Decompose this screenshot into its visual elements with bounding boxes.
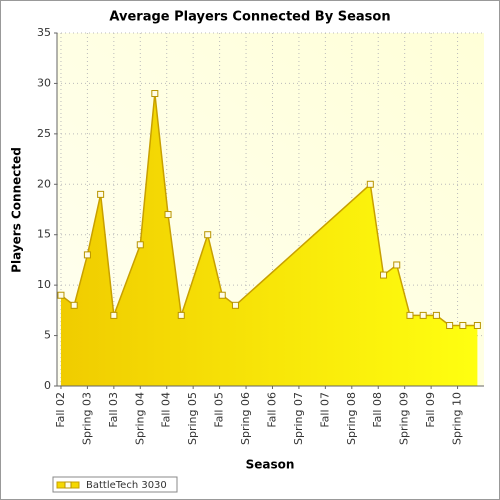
point	[432, 311, 440, 319]
y-tick-label: 35	[37, 26, 51, 39]
point	[151, 90, 159, 98]
legend-label: BattleTech 3030	[86, 480, 167, 491]
y-tick-label: 30	[37, 76, 51, 89]
point	[110, 311, 118, 319]
x-tick-label: Fall 06	[265, 392, 278, 428]
x-tick-label: Spring 07	[292, 392, 305, 445]
x-tick-label: Fall 05	[213, 392, 226, 428]
y-tick-label: 15	[37, 228, 51, 241]
point	[164, 211, 172, 219]
point	[366, 180, 374, 188]
point	[136, 241, 144, 249]
point	[419, 311, 427, 319]
y-tick-label: 0	[44, 379, 51, 392]
point	[406, 311, 414, 319]
area	[60, 93, 478, 386]
point	[393, 261, 401, 269]
x-tick-label: Spring 03	[80, 392, 93, 445]
point	[446, 321, 454, 329]
y-tick-label: 10	[37, 278, 51, 291]
x-tick-label: Spring 04	[133, 392, 146, 445]
point	[218, 291, 226, 299]
point	[57, 291, 65, 299]
x-tick-label: Fall 07	[318, 392, 331, 428]
point	[380, 271, 388, 279]
legend-box	[52, 476, 178, 493]
x-tick-label: Spring 06	[239, 392, 252, 445]
point	[177, 311, 185, 319]
y-tick-label: 20	[37, 177, 51, 190]
y-tick-label: 5	[44, 329, 51, 342]
point	[473, 321, 481, 329]
chart-title: Average Players Connected By Season	[109, 10, 390, 25]
x-tick-label: Fall 09	[424, 392, 437, 428]
y-axis-label: Players Connected	[10, 147, 24, 273]
legend-marker	[64, 481, 72, 489]
x-tick-label: Spring 08	[345, 392, 358, 445]
x-tick-label: Spring 10	[451, 392, 464, 445]
point	[97, 190, 105, 198]
x-tick-label: Fall 08	[371, 392, 384, 428]
point	[70, 301, 78, 309]
x-tick-label: Spring 05	[186, 392, 199, 445]
marks	[57, 90, 481, 386]
point	[204, 231, 212, 239]
point	[231, 301, 239, 309]
x-tick-label: Fall 04	[160, 392, 173, 428]
point	[83, 251, 91, 259]
y-tick-label: 25	[37, 127, 51, 140]
x-tick-label: Spring 09	[398, 392, 411, 445]
point	[459, 321, 467, 329]
x-tick-label: Fall 02	[54, 392, 67, 428]
x-tick-label: Fall 03	[107, 392, 120, 428]
x-axis-label: Season	[246, 458, 295, 472]
